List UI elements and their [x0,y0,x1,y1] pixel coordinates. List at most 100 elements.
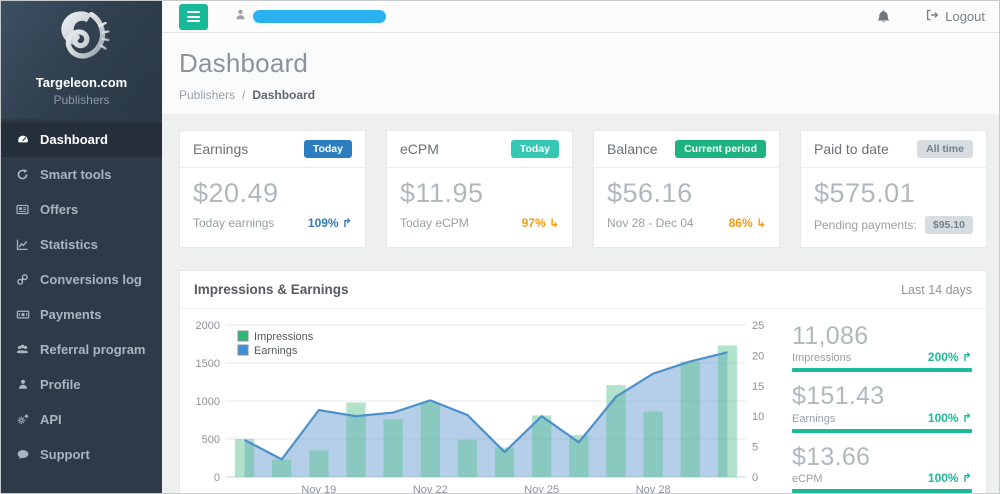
chameleon-logo-icon [1,7,162,73]
svg-text:Nov 28: Nov 28 [636,484,671,493]
brand: Targeleon.com Publishers [1,1,162,119]
svg-text:Nov 25: Nov 25 [524,484,559,493]
sidebar-item-label: Conversions log [40,272,142,287]
card-period-badge: All time [917,140,973,158]
chart-panel: Impressions & Earnings Last 14 days 0 500… [179,270,987,493]
notifications-bell-icon[interactable] [876,9,891,24]
summary-label: eCPM [792,472,823,485]
card-title: Balance [607,141,658,157]
conversions-log-icon [15,273,30,287]
user-account-pill[interactable] [253,10,386,23]
page-title: Dashboard [179,48,308,78]
summary-value: $151.43 [792,382,885,411]
summary-label: Impressions [792,352,852,365]
chart-panel-header: Impressions & Earnings Last 14 days [180,271,986,309]
stat-cards-row: Earnings Today $20.49 Today earnings 109% ↱ e… [179,130,987,248]
sidebar-menu: Dashboard Smart tools Offers Statistics Conv… [1,119,162,493]
chart-panel-title: Impressions & Earnings [194,282,349,297]
svg-text:Earnings: Earnings [254,345,298,357]
sidebar-item-label: Profile [40,377,81,392]
sidebar-item-dashboard[interactable]: Dashboard [1,122,162,157]
breadcrumb: Publishers / Dashboard [179,88,999,102]
sidebar-item-conversions-log[interactable]: Conversions log [1,262,162,297]
impressions-earnings-chart: 0 500 1000 1500 2000 0 5 10 15 20 25 Nov 19 Nov 22 No… [186,315,776,493]
summary-ecpm: $13.66 eCPM 100% ↱ [792,443,972,493]
summary-value: 11,086 [792,322,869,350]
referral-program-icon [15,343,30,357]
svg-text:Nov 22: Nov 22 [413,484,448,493]
sidebar-item-profile[interactable]: Profile [1,367,162,402]
card-title: Paid to date [814,141,889,157]
sidebar-item-label: Payments [40,307,102,322]
card-label: Today eCPM [400,216,469,230]
sidebar-item-payments[interactable]: Payments [1,297,162,332]
breadcrumb-publishers[interactable]: Publishers [179,88,236,102]
logout-button[interactable]: Logout [925,8,985,25]
svg-text:15: 15 [752,381,764,393]
card-title: Earnings [193,141,249,157]
summary-trend-up: 200% ↱ [927,350,972,365]
content: Earnings Today $20.49 Today earnings 109% ↱ e… [162,114,999,493]
svg-text:1000: 1000 [196,396,220,408]
svg-text:5: 5 [752,442,758,454]
logout-icon [925,8,939,25]
stat-card-balance: Balance Current period $56.16 Nov 28 - Dec … [593,130,780,248]
chart-range-label: Last 14 days [901,282,972,297]
summary-progress-bar [792,368,972,373]
sidebar-item-label: Referral program [40,342,146,357]
stat-card-ecpm: eCPM Today $11.95 Today eCPM 97% ↳ [386,130,573,248]
svg-text:10: 10 [752,411,764,423]
card-trend-down: 86% ↳ [728,216,766,230]
brand-subtitle: Publishers [53,93,110,107]
summary-progress-bar [792,488,972,493]
brand-name: Targeleon.com [35,75,128,90]
api-icon [15,413,30,427]
card-period-badge: Today [303,140,352,158]
sidebar-item-label: Support [40,447,90,462]
sidebar: Targeleon.com Publishers Dashboard Smart … [1,1,162,493]
card-value: $56.16 [607,178,693,208]
card-label: Nov 28 - Dec 04 [607,216,694,230]
support-icon [15,448,30,462]
card-trend-down: 97% ↳ [521,216,559,230]
main-area: Logout Dashboard Publishers / Dashboard … [162,1,999,493]
stat-card-earnings: Earnings Today $20.49 Today earnings 109% ↱ [179,130,366,248]
sidebar-item-label: Offers [40,202,79,217]
svg-text:Nov 19: Nov 19 [301,484,336,493]
svg-text:1500: 1500 [196,358,220,370]
summary-earnings: $151.43 Earnings 100% ↱ [792,382,972,433]
dashboard-icon [15,133,30,147]
card-title: eCPM [400,141,439,157]
user-account-area[interactable] [234,8,386,26]
svg-text:0: 0 [752,472,758,484]
smart-tools-icon [15,168,30,182]
page-header: Dashboard Publishers / Dashboard [162,33,999,114]
summary-progress-bar [792,428,972,433]
sidebar-item-label: Smart tools [40,167,112,182]
statistics-icon [15,238,30,252]
sidebar-item-support[interactable]: Support [1,437,162,472]
svg-text:20: 20 [752,350,764,362]
sidebar-item-api[interactable]: API [1,402,162,437]
sidebar-item-offers[interactable]: Offers [1,192,162,227]
card-period-badge: Current period [675,140,766,158]
summary-label: Earnings [792,412,836,425]
svg-text:25: 25 [752,320,764,332]
offers-icon [15,203,30,217]
svg-text:Impressions: Impressions [254,331,314,343]
sidebar-item-label: Dashboard [40,132,108,147]
sidebar-item-referral-program[interactable]: Referral program [1,332,162,367]
card-value: $11.95 [400,178,484,208]
card-label: Today earnings [193,216,275,230]
card-trend-up: 109% ↱ [307,216,352,230]
svg-text:0: 0 [214,472,220,484]
logout-label: Logout [945,9,985,24]
sidebar-item-statistics[interactable]: Statistics [1,227,162,262]
sidebar-item-smart-tools[interactable]: Smart tools [1,157,162,192]
payments-icon [15,308,30,322]
profile-icon [15,378,30,392]
menu-toggle-button[interactable] [179,3,208,30]
sidebar-item-label: API [40,412,62,427]
breadcrumb-current: Dashboard [252,88,316,102]
